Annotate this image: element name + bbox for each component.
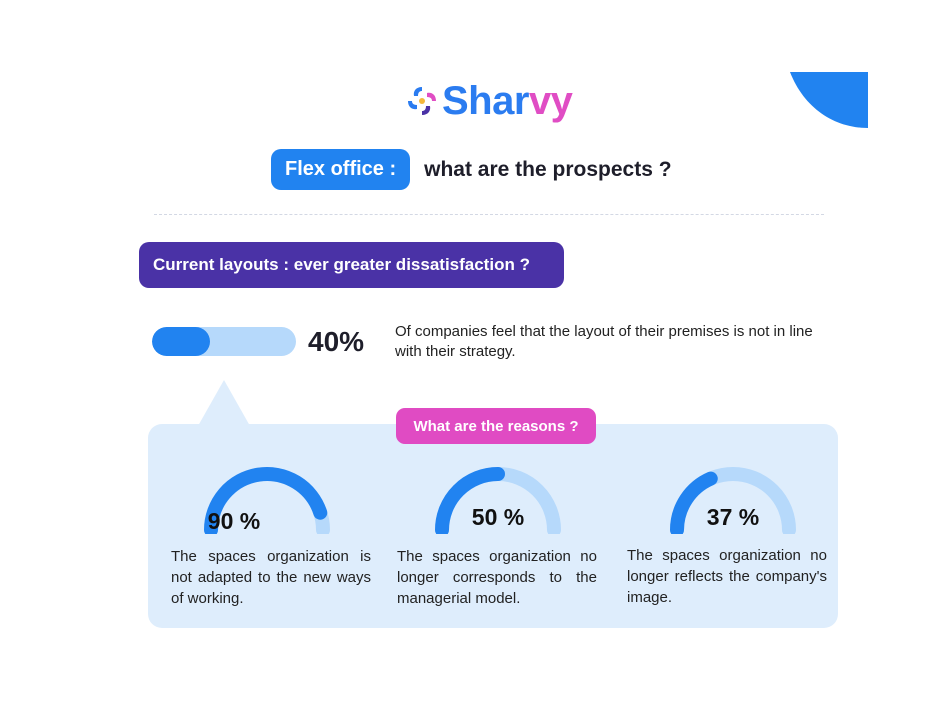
divider: [154, 214, 824, 215]
title-rest: what are the prospects ?: [424, 157, 672, 181]
logo-text-part2: vy: [528, 78, 573, 123]
gauge-fill: [435, 467, 505, 534]
logo-text-part1: Shar: [442, 78, 529, 123]
gauge-description: The spaces organization no longer reflec…: [627, 547, 827, 606]
decorative-corner-shape: [790, 72, 868, 128]
gauge-label: 90 %: [207, 508, 261, 534]
gauge-3: [670, 467, 796, 534]
page-title: Flex office : what are the prospects ?: [271, 149, 672, 190]
gauge-fill: [670, 471, 718, 534]
title-highlight: Flex office :: [271, 149, 411, 190]
sharvy-logo: Sharvy: [404, 76, 573, 126]
stat-percentage: 40%: [308, 326, 365, 357]
section-title: Current layouts : ever greater dissatisf…: [139, 242, 564, 288]
gauge-fill: [204, 467, 328, 534]
panel-pointer: [198, 380, 250, 426]
stat-description: Of companies feel that the layout of the…: [395, 323, 813, 360]
reasons-title: What are the reasons ?: [396, 408, 596, 444]
sharvy-logo-icon: [408, 87, 436, 115]
gauge-label: 50 %: [471, 504, 525, 530]
gauge-description: The spaces organization no longer corres…: [397, 548, 597, 607]
sharvy-logo-text: Sharvy: [442, 78, 573, 124]
gauge-label: 37 %: [706, 504, 760, 530]
gauge-description: The spaces organization is not adapted t…: [171, 548, 371, 607]
progress-bar-fill: [152, 327, 210, 356]
reasons-panel: [148, 424, 838, 628]
progress-bar: [152, 327, 296, 356]
gauge-1: [204, 467, 330, 534]
gauge-2: [435, 467, 561, 534]
